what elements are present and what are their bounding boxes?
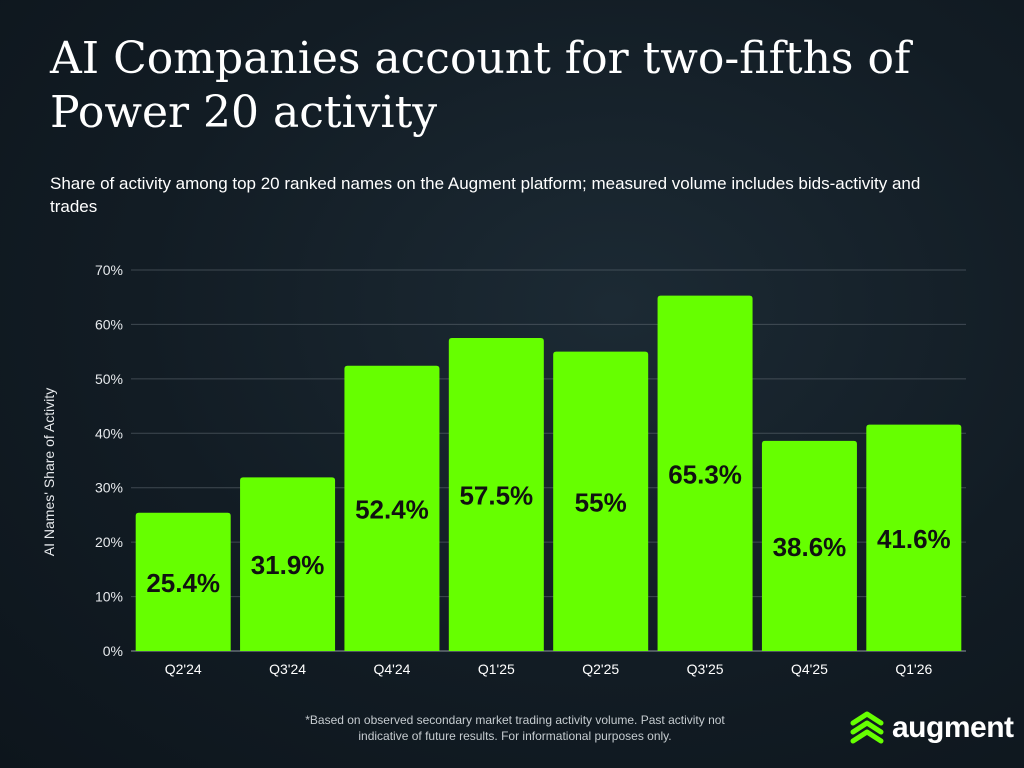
x-tick-label: Q3'24 xyxy=(269,661,306,677)
bar-value-label: 55% xyxy=(575,487,627,517)
brand-name: augment xyxy=(892,711,1014,744)
x-tick-label: Q4'25 xyxy=(791,661,828,677)
bar-value-label: 57.5% xyxy=(459,481,533,511)
y-tick-label: 70% xyxy=(95,262,123,278)
bar xyxy=(761,440,857,651)
y-tick-label: 10% xyxy=(95,589,123,605)
x-tick-label: Q2'24 xyxy=(165,661,202,677)
chart-subtitle: Share of activity among top 20 ranked na… xyxy=(50,174,921,216)
bar xyxy=(657,295,753,651)
bar xyxy=(344,365,440,651)
y-tick-label: 0% xyxy=(103,643,123,659)
bar xyxy=(448,338,544,651)
bar-value-label: 41.6% xyxy=(877,524,951,554)
y-tick-label: 40% xyxy=(95,425,123,441)
chart-title: AI Companies account for two-fifths of P… xyxy=(50,33,911,138)
y-tick-label: 60% xyxy=(95,316,123,332)
bar-value-label: 25.4% xyxy=(146,568,220,598)
y-axis: 0% 10% 20% 30% 40% 50% 60% 70% xyxy=(95,262,123,659)
y-tick-label: 50% xyxy=(95,371,123,387)
x-tick-label: Q3'25 xyxy=(687,661,724,677)
bar-value-label: 31.9% xyxy=(251,550,325,580)
bars: 25.4% 31.9% 52.4% 57.5% 55% 65.3% 38.6% 41.6% xyxy=(135,295,962,651)
y-tick-label: 30% xyxy=(95,480,123,496)
bar xyxy=(135,512,231,651)
y-tick-label: 20% xyxy=(95,534,123,550)
x-tick-label: Q1'25 xyxy=(478,661,515,677)
footnote: *Based on observed secondary market trad… xyxy=(305,713,725,743)
bar-value-label: 38.6% xyxy=(773,532,847,562)
x-tick-label: Q2'25 xyxy=(582,661,619,677)
bar-value-label: 52.4% xyxy=(355,494,429,524)
y-axis-label: AI Names' Share of Activity xyxy=(41,388,57,556)
augment-chevrons-icon xyxy=(850,711,884,744)
bar xyxy=(240,477,336,651)
bar xyxy=(553,351,649,651)
augment-logo: augment xyxy=(850,708,1014,748)
bar-chart: 0% 10% 20% 30% 40% 50% 60% 70% 25.4% 31.9% 52.4% 5… xyxy=(41,262,966,677)
bar xyxy=(866,424,962,651)
x-tick-label: Q1'26 xyxy=(895,661,932,677)
bar-value-label: 65.3% xyxy=(668,459,742,489)
x-axis: Q2'24 Q3'24 Q4'24 Q1'25 Q2'25 Q3'25 Q4'25 Q1'26 xyxy=(165,661,933,677)
x-tick-label: Q4'24 xyxy=(373,661,410,677)
